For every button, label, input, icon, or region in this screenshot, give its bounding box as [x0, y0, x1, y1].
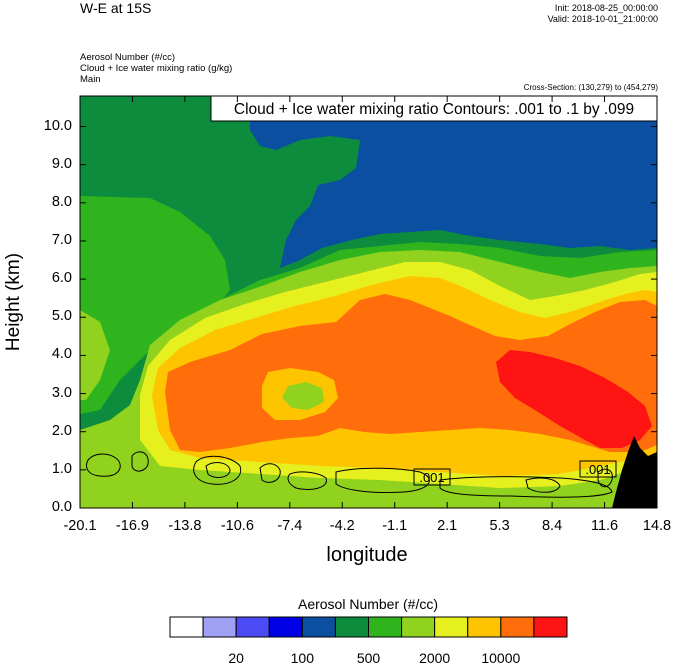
band-dark-blue [250, 96, 657, 268]
colorbar-title: Aerosol Number (#/cc) [297, 596, 439, 612]
field-label-main: Main [80, 74, 101, 85]
x-tick-label: -10.6 [220, 518, 254, 534]
y-tick-label: 10.0 [43, 117, 72, 134]
y-tick-label: 7.0 [51, 231, 72, 248]
cloud-contours [86, 451, 617, 498]
colorbar-label: 10000 [481, 650, 521, 666]
field-label-aerosol: Aerosol Number (#/cc) [80, 52, 176, 63]
valid-time: Valid: 2018-10-01_21:00:00 [547, 14, 658, 24]
y-tick-label: 0.0 [51, 499, 72, 515]
axis-ticks [79, 96, 658, 509]
x-tick-label: -1.1 [382, 518, 408, 534]
band-lime [80, 310, 110, 400]
plot-area [80, 96, 657, 508]
terrain [612, 436, 657, 508]
y-tick-label: 4.0 [51, 346, 72, 363]
y-tick-label: 3.0 [51, 384, 72, 401]
y-tick-label: 5.0 [51, 308, 72, 325]
inner-green-patch [282, 382, 324, 410]
contour-label-1: .001 [419, 470, 444, 485]
x-tick-label: 11.6 [590, 518, 619, 534]
y-tick-label: 2.0 [51, 422, 72, 439]
y-tick-label: 1.0 [51, 460, 72, 477]
colorbar-label: 100 [290, 650, 315, 666]
band-red [496, 350, 652, 448]
init-time: Init: 2018-08-25_00:00:00 [554, 3, 658, 13]
chart-title: W-E at 15S [80, 0, 152, 16]
contour-label-2: .001 [585, 462, 610, 477]
colorbar-label: 2000 [419, 650, 451, 666]
x-axis-label: longitude [326, 544, 408, 566]
contour-label-box-2 [579, 460, 617, 478]
x-tick-label: -7.4 [277, 518, 303, 534]
x-tick-label: -13.8 [168, 518, 202, 534]
x-tick-label: 14.8 [642, 518, 672, 534]
x-tick-label: 5.3 [489, 518, 510, 534]
contour-title: Cloud + Ice water mixing ratio Contours:… [234, 101, 634, 118]
y-tick-label: 9.0 [51, 155, 72, 172]
y-tick-label: 6.0 [51, 270, 72, 287]
colorbar-label: 500 [356, 650, 381, 666]
contour-label-box-1 [413, 468, 451, 486]
x-tick-label: 8.4 [541, 518, 563, 534]
field-label-cloud: Cloud + Ice water mixing ratio (g/kg) [80, 63, 233, 74]
band-light-green-left [80, 196, 230, 414]
x-tick-label: -16.9 [115, 518, 149, 534]
colorbar-label: 20 [228, 650, 244, 666]
cross-section-label: Cross-Section: (130,279) to (454,279) [523, 83, 658, 92]
y-axis-label: Height (km) [3, 252, 24, 352]
x-tick-label: -20.1 [63, 518, 97, 534]
x-tick-label: -4.2 [329, 518, 355, 534]
y-tick-label: 8.0 [51, 193, 72, 210]
contour-title-box [210, 95, 658, 122]
x-tick-label: 2.1 [437, 518, 458, 534]
